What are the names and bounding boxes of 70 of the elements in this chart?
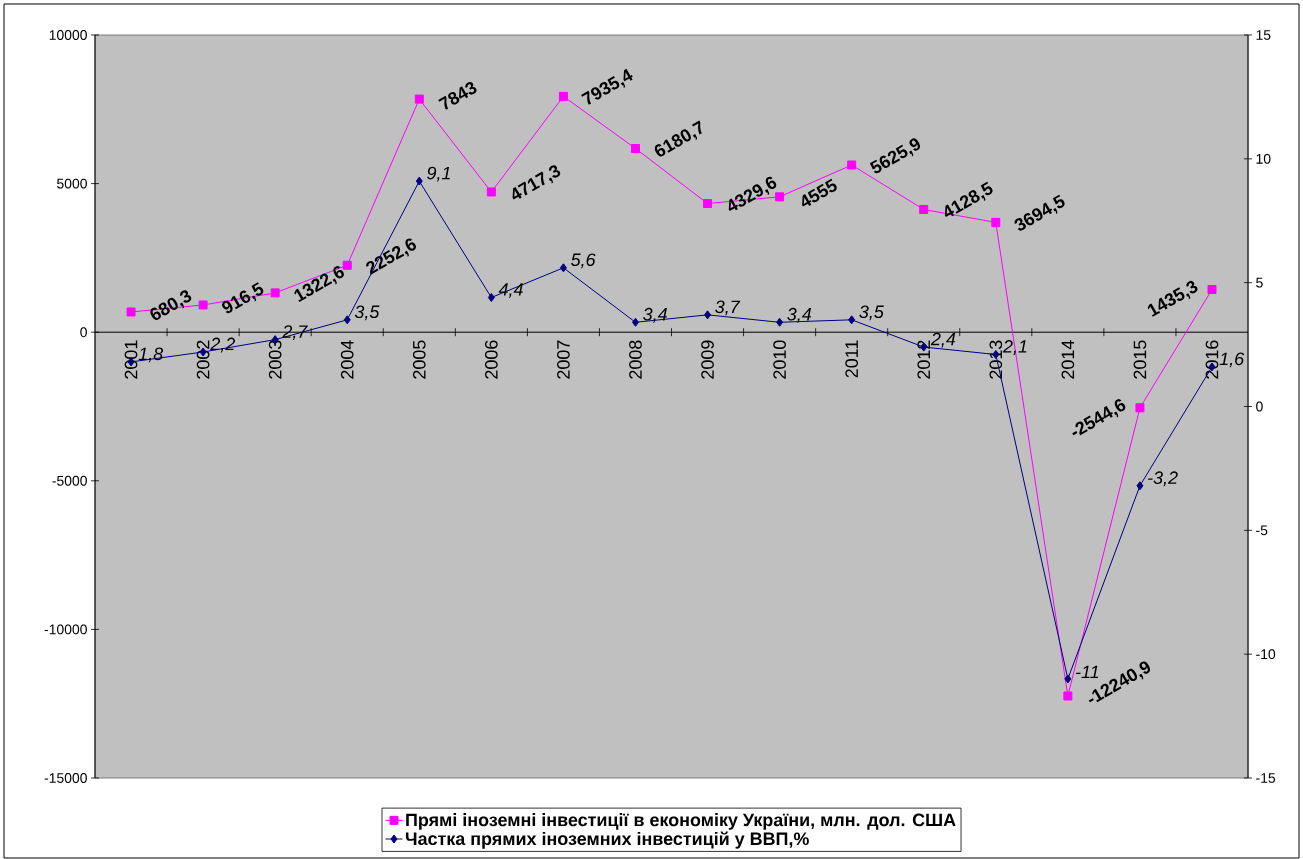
point bbox=[414, 94, 424, 104]
data-label: 3,5 bbox=[354, 305, 380, 321]
y-tick-label: -5000 bbox=[52, 475, 87, 486]
y-tick-label: 0 bbox=[80, 327, 87, 338]
data-label: 7843 bbox=[438, 82, 477, 110]
x-tick-label: 2004 bbox=[340, 340, 354, 379]
x-tick-label: 2009 bbox=[701, 340, 714, 379]
data-label: 1,6 bbox=[1219, 352, 1245, 368]
x-tick-label: 2016 bbox=[1205, 340, 1219, 379]
y2-tick-label: -5 bbox=[1256, 525, 1268, 536]
data-label: 680,3 bbox=[150, 290, 192, 320]
x-tick-label: 2015 bbox=[1133, 340, 1147, 379]
y2-tick-label: 5 bbox=[1256, 277, 1263, 288]
data-label: 3,5 bbox=[859, 305, 884, 321]
point bbox=[848, 315, 856, 325]
data-label: -3,2 bbox=[1148, 471, 1178, 487]
point bbox=[847, 160, 857, 170]
y2-tick-label: 10 bbox=[1256, 153, 1271, 164]
point bbox=[415, 176, 423, 186]
point bbox=[919, 205, 929, 214]
point bbox=[1207, 285, 1217, 295]
point bbox=[991, 217, 1001, 227]
point bbox=[631, 317, 639, 327]
x-tick-label: 2005 bbox=[412, 340, 426, 379]
point bbox=[703, 199, 713, 209]
point bbox=[343, 315, 351, 325]
x-tick-label: 2006 bbox=[484, 340, 498, 379]
y-tick-label: 10000 bbox=[49, 30, 87, 40]
data-label: 3,7 bbox=[715, 300, 741, 316]
data-label: 1,8 bbox=[138, 347, 164, 363]
x-tick-label: 2003 bbox=[268, 340, 282, 379]
y-tick-label: 5000 bbox=[57, 178, 87, 189]
point bbox=[1064, 674, 1072, 684]
data-label: 2,1 bbox=[1002, 340, 1027, 355]
point bbox=[776, 317, 784, 327]
legend-label: Прямі іноземні інвестиції в економіку України, млн. дол. США bbox=[406, 813, 956, 830]
x-tick-label: 2008 bbox=[629, 340, 642, 379]
point bbox=[1063, 691, 1073, 701]
x-tick-label: 2001 bbox=[124, 340, 138, 379]
point bbox=[198, 300, 208, 310]
data-label: 4555 bbox=[802, 178, 837, 207]
y2-tick-label: -10 bbox=[1256, 649, 1276, 660]
point bbox=[704, 310, 712, 320]
x-tick-label: 2012 bbox=[917, 340, 931, 379]
point bbox=[1136, 481, 1144, 491]
point bbox=[1135, 403, 1145, 413]
point bbox=[270, 288, 280, 298]
y2-tick-label: 15 bbox=[1256, 30, 1271, 40]
point bbox=[487, 293, 495, 303]
x-tick-label: 2011 bbox=[845, 340, 859, 378]
y-tick-label: -10000 bbox=[44, 624, 87, 635]
point bbox=[342, 260, 352, 270]
data-label: 9,1 bbox=[427, 166, 450, 182]
x-tick-label: 2010 bbox=[773, 340, 786, 379]
legend-label: Частка прямих іноземних інвестицій у ВВП,% bbox=[405, 831, 809, 849]
x-tick-label: 2014 bbox=[1061, 340, 1075, 379]
y2-tick-label: -15 bbox=[1256, 773, 1276, 783]
y-tick-label: -15000 bbox=[44, 773, 87, 783]
point bbox=[630, 144, 640, 153]
y2-tick-label: 0 bbox=[1256, 401, 1263, 412]
point bbox=[126, 307, 136, 317]
point bbox=[559, 263, 567, 273]
point bbox=[558, 91, 568, 101]
x-tick-label: 2007 bbox=[557, 340, 570, 379]
data-label: 5,6 bbox=[571, 253, 596, 269]
data-label: 3,4 bbox=[787, 307, 812, 323]
data-label: 3,4 bbox=[643, 307, 667, 323]
data-label: 2,4 bbox=[930, 332, 956, 348]
x-tick-label: 2002 bbox=[196, 340, 210, 379]
point bbox=[486, 187, 496, 197]
